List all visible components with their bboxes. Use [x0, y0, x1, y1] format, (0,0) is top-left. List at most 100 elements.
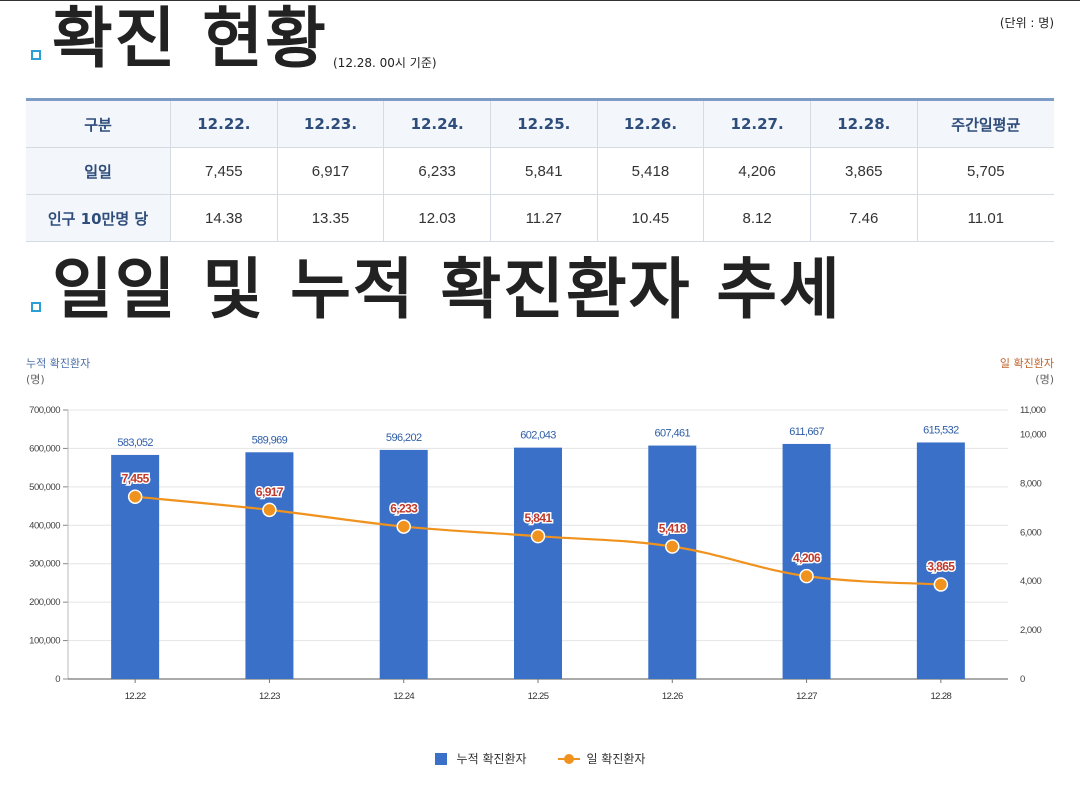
bar-cumulative: [111, 454, 160, 679]
table-row: 일일 7,455 6,917 6,233 5,841 5,418 4,206 3…: [26, 147, 1054, 195]
left-axis-tick-label: 600,000: [29, 443, 60, 454]
bar-cumulative: [782, 443, 831, 679]
table-cell: 13.35: [276, 194, 385, 242]
table-cell: 14.38: [170, 194, 278, 242]
table-header-cell: 12.28.: [809, 99, 918, 148]
right-axis-tick-label: 4,000: [1020, 576, 1041, 587]
left-axis-title-text: 누적 확진환자: [26, 357, 91, 370]
bar-data-label: 607,461: [655, 428, 691, 440]
table-header-cell: 주간일평균: [916, 99, 1054, 148]
left-axis-unit: (명): [26, 373, 45, 386]
right-axis-tick-label: 0: [1020, 674, 1025, 685]
line-point-daily: [530, 528, 546, 544]
chart-legend: 누적 확진환자 일 확진환자: [0, 750, 1080, 767]
right-axis-title: 일 확진환자 (명): [1000, 356, 1054, 388]
left-axis-tick-label: 700,000: [29, 405, 60, 416]
table-cell: 5,418: [596, 147, 705, 195]
right-axis-tick-label: 11,000: [1020, 405, 1046, 416]
right-axis-tick-label: 10,000: [1020, 429, 1046, 440]
bar-data-label: 596,202: [386, 432, 422, 444]
summary-table: 구분 12.22. 12.23. 12.24. 12.25. 12.26. 12…: [26, 98, 1054, 242]
line-point-daily: [933, 577, 949, 592]
bar-data-label: 611,667: [789, 426, 824, 438]
section-title: 일일 및 누적 확진환자 추세: [52, 251, 842, 328]
table-cell: 5,705: [916, 147, 1054, 195]
bar-swatch-icon: [434, 752, 447, 765]
line-point-daily: [396, 519, 411, 534]
line-point-daily: [799, 568, 814, 584]
left-axis-title: 누적 확진환자 (명): [26, 356, 90, 388]
table-header-row: 구분 12.22. 12.23. 12.24. 12.25. 12.26. 12…: [26, 99, 1054, 148]
table-cell: 11.27: [489, 194, 598, 242]
line-point-daily: [262, 502, 277, 518]
x-axis-tick-label: 12.26: [662, 691, 683, 702]
right-axis-tick-label: 8,000: [1020, 478, 1041, 489]
line-data-label: 6,233: [390, 502, 418, 516]
row-label: 인구 10만명 당: [26, 194, 171, 242]
section-marker-icon: [31, 50, 41, 60]
combo-chart: 0 100,000 200,000 300,000 400,000 500,000 600,…: [29, 405, 1047, 702]
bar-data-label: 583,052: [117, 437, 153, 449]
table-header-cell: 12.24.: [383, 99, 491, 148]
table-cell: 12.03: [383, 194, 491, 242]
bar-cumulative: [379, 449, 428, 679]
bar-data-label: 589,969: [252, 434, 288, 446]
table-cell: 3,865: [809, 147, 918, 195]
line-data-label: 5,841: [524, 511, 552, 525]
bar-cumulative: [648, 445, 697, 679]
x-axis-tick-label: 12.28: [930, 691, 951, 702]
section-marker-icon: [31, 302, 41, 312]
bar-data-label: 615,532: [923, 424, 959, 436]
left-axis-tick-label: 400,000: [29, 520, 60, 531]
line-point-daily: [127, 489, 143, 504]
bar-cumulative: [916, 442, 965, 679]
right-axis-title-text: 일 확진환자: [999, 357, 1054, 370]
legend-item-cumulative: 누적 확진환자: [434, 750, 527, 767]
line-data-label: 3,865: [927, 559, 955, 573]
table-cell: 6,917: [276, 147, 385, 195]
line-marker-icon: [558, 753, 581, 765]
line-data-label: 4,206: [793, 551, 821, 565]
table-cell: 7.46: [809, 194, 918, 242]
bar-cumulative: [245, 452, 294, 679]
table-header-cell: 12.25.: [489, 99, 598, 148]
line-data-label: 7,455: [122, 472, 150, 486]
row-label: 일일: [26, 147, 171, 195]
basis-note: (12.28. 00시 기준): [333, 56, 437, 70]
x-axis-tick-label: 12.27: [796, 691, 817, 702]
page-title: 확진 현황: [52, 0, 328, 77]
table-cell: 7,455: [170, 147, 278, 195]
table-row: 인구 10만명 당 14.38 13.35 12.03 11.27 10.45 …: [26, 194, 1054, 242]
line-data-label: 5,418: [659, 522, 687, 536]
table-header-cell: 12.23.: [276, 99, 385, 148]
x-axis-tick-label: 12.23: [259, 691, 280, 702]
x-axis-tick-label: 12.22: [125, 691, 146, 702]
left-axis-tick-label: 300,000: [29, 559, 60, 570]
left-axis-tick-label: 500,000: [29, 482, 60, 493]
table-header-cell: 구분: [26, 99, 171, 148]
left-axis-tick-label: 0: [55, 674, 60, 685]
table-cell: 8.12: [703, 194, 811, 242]
right-axis-unit: (명): [1035, 373, 1054, 386]
left-axis-tick-label: 100,000: [29, 636, 60, 647]
legend-label: 일 확진환자: [586, 752, 646, 766]
legend-item-daily: 일 확진환자: [558, 750, 645, 767]
unit-note: (단위 : 명): [999, 16, 1054, 30]
line-data-label: 6,917: [256, 485, 284, 499]
x-axis-tick-label: 12.25: [528, 691, 549, 702]
x-axis-tick-label: 12.24: [393, 691, 414, 702]
table-cell: 6,233: [383, 147, 491, 195]
bar-data-label: 602,043: [520, 430, 556, 442]
table-cell: 11.01: [916, 194, 1054, 242]
top-border: [0, 0, 1080, 1]
table-header-cell: 12.26.: [596, 99, 705, 148]
right-axis-tick-label: 2,000: [1020, 625, 1041, 636]
left-axis-tick-label: 200,000: [29, 597, 60, 608]
bar-cumulative: [514, 447, 562, 679]
table-header-cell: 12.27.: [703, 99, 811, 148]
table-cell: 4,206: [703, 147, 811, 195]
legend-label: 누적 확진환자: [456, 752, 527, 766]
right-axis-tick-label: 6,000: [1020, 527, 1041, 538]
table-cell: 10.45: [596, 194, 705, 242]
table-cell: 5,841: [489, 147, 598, 195]
